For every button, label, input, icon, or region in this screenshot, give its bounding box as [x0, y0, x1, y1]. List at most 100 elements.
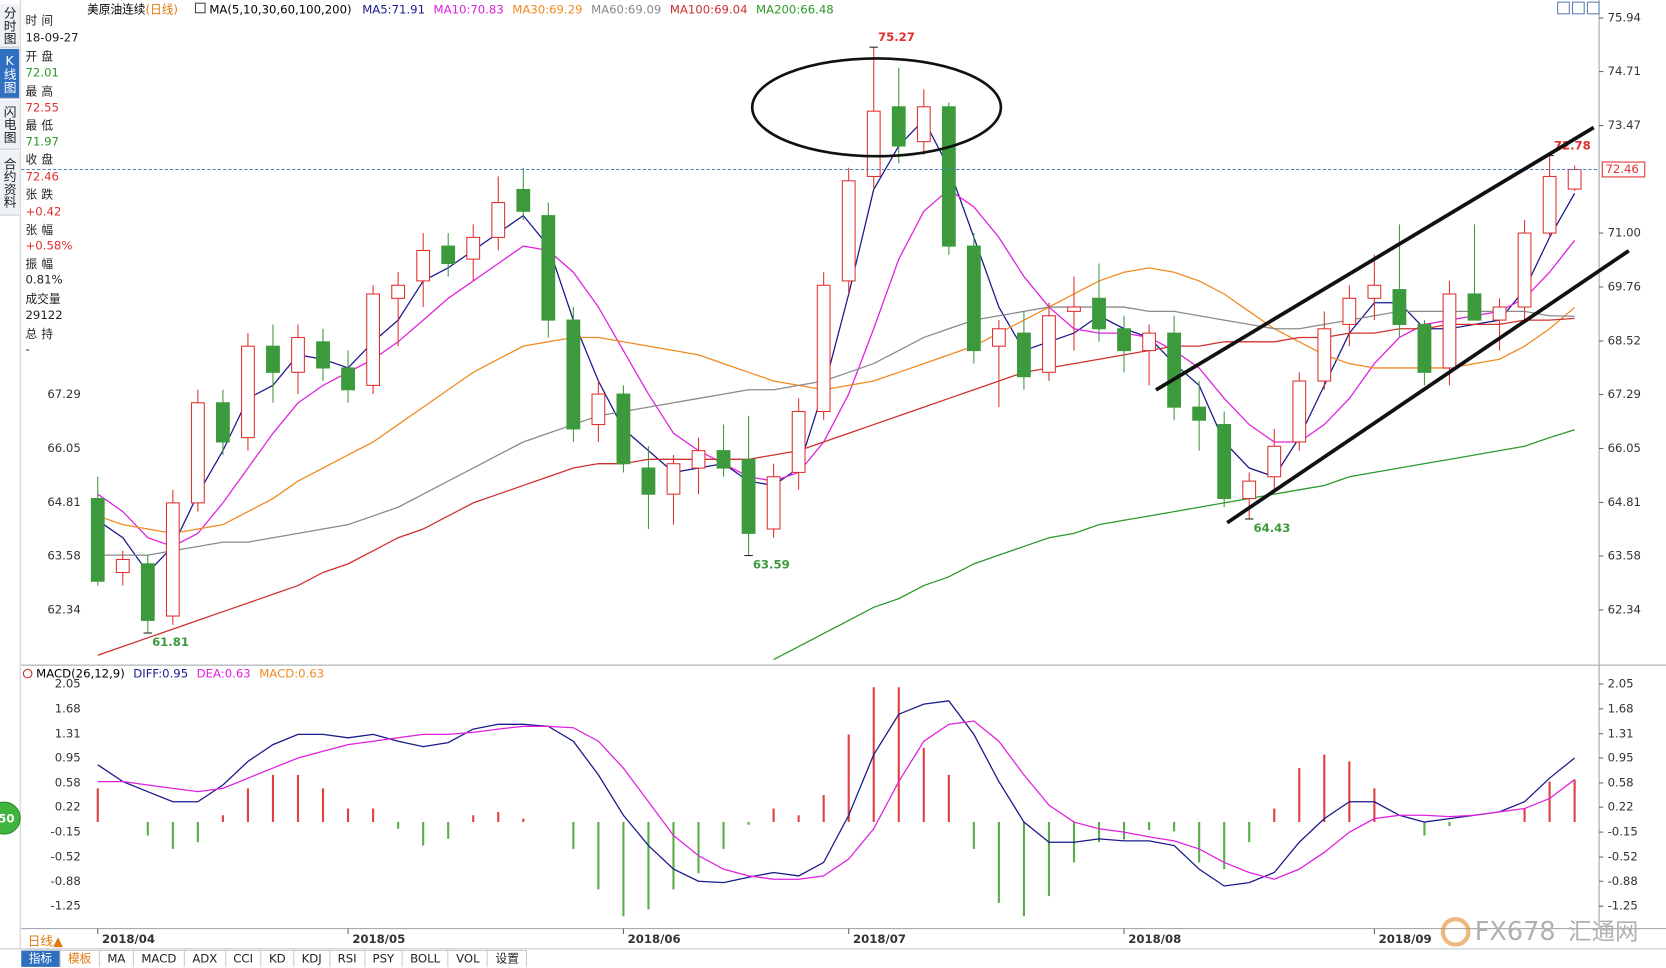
indicator-tab[interactable]: KDJ	[294, 949, 331, 967]
watermark: FX678	[1475, 917, 1556, 947]
left-tick-label: 62.34	[47, 602, 80, 616]
info-label: 时间	[25, 13, 58, 28]
candle-body	[1442, 293, 1457, 369]
chart-title: 美原油连续(日线)	[87, 2, 178, 16]
candle-body	[1242, 480, 1257, 500]
ma-line	[773, 429, 1575, 661]
badge[interactable]	[0, 801, 21, 835]
y-tick-label: 2.05	[1608, 676, 1634, 690]
period: (日线)	[145, 2, 177, 16]
toolbar-icon[interactable]	[1571, 1, 1585, 15]
candle-body	[391, 284, 406, 299]
candle-body	[1267, 445, 1282, 478]
candle-body	[366, 293, 381, 386]
watermark-logo	[1440, 916, 1471, 947]
extreme-label: 75.27	[878, 30, 915, 44]
legend-entry: MA100:69.04	[670, 2, 748, 16]
candle-body	[1292, 380, 1307, 443]
candle-body	[1342, 297, 1357, 325]
left-tick-label: -0.88	[51, 874, 81, 888]
side-tab[interactable]: 闪电图	[0, 99, 20, 150]
indicator-tab[interactable]: PSY	[365, 949, 403, 967]
hand-drawn-ellipse	[750, 57, 1003, 158]
candle-body	[891, 106, 906, 147]
candle-body	[341, 367, 355, 391]
macd-line	[97, 720, 1576, 880]
settings-icon[interactable]	[22, 668, 33, 679]
candle-body	[316, 341, 330, 369]
indicator-tab[interactable]: MA	[99, 949, 134, 967]
side-tab[interactable]: 合约资料	[0, 150, 20, 216]
indicator-tab[interactable]: ADX	[184, 949, 226, 967]
info-value: 29122	[25, 308, 63, 322]
info-value: 72.46	[25, 170, 59, 184]
legend-entry: MACD:0.63	[259, 666, 324, 680]
candle-body	[991, 328, 1006, 347]
indicator-tab[interactable]: 模板	[60, 949, 100, 967]
candle-body	[866, 110, 881, 177]
candle-body	[816, 284, 831, 413]
y-tick-label: 71.00	[1608, 226, 1641, 240]
y-tick-label: -1.25	[1608, 899, 1638, 913]
y-tick-label: 66.05	[1608, 441, 1641, 455]
plot: 75.94 74.71 73.47 71.00 69.76 68.52 67.29 66.05…	[21, 11, 1646, 946]
candle-body	[1067, 306, 1081, 312]
watermark: 汇通网	[1568, 917, 1638, 945]
candle-body	[841, 180, 856, 282]
period-button[interactable]: 日线▲	[27, 933, 63, 949]
indicator-tab[interactable]: 指标	[21, 949, 61, 967]
legend-entry: MA60:69.09	[591, 2, 661, 16]
candle-body	[741, 458, 756, 534]
x-tick-label: 2018/05	[352, 932, 405, 946]
legend-entry: MA10:70.83	[434, 2, 504, 16]
extreme-label: 72.78	[1554, 138, 1591, 152]
indicator-tab[interactable]: KD	[261, 949, 295, 967]
info-value: 18-09-27	[25, 30, 79, 45]
toolbar-icon[interactable]	[1586, 1, 1600, 15]
indicator-tab[interactable]: BOLL	[402, 949, 449, 967]
legend-entry: MA200:66.48	[756, 2, 834, 16]
checkbox[interactable]	[194, 2, 206, 14]
info-label: 最低	[25, 119, 58, 133]
x-tick-label: 2018/06	[628, 932, 681, 946]
info-label: 开盘	[25, 49, 58, 64]
macd-header: MACD(26,12,9) DIFF:0.95 DEA:0.63 MACD:0.63	[36, 666, 324, 680]
left-tick-label: 66.05	[47, 441, 80, 455]
candle-body	[616, 393, 631, 465]
side-tab[interactable]: 分时图	[0, 4, 20, 48]
x-tick-label: 2018/08	[1128, 932, 1181, 946]
side-tab[interactable]: K线图	[0, 48, 20, 99]
legend-entry: DIFF:0.95	[133, 666, 188, 680]
candle-body	[641, 467, 656, 495]
trend-line	[1226, 249, 1630, 525]
toolbar-icon[interactable]	[1557, 1, 1570, 15]
candle-body	[1117, 328, 1131, 352]
left-tick-label: -0.52	[51, 850, 81, 864]
legend-entry: DEA:0.63	[197, 666, 251, 680]
candle-body	[491, 202, 506, 238]
info-label: 张幅	[25, 223, 58, 237]
indicator-tab[interactable]: MACD	[133, 949, 185, 967]
candle-body	[1167, 332, 1182, 408]
indicator-tab[interactable]: VOL	[448, 949, 489, 967]
macd-line	[97, 700, 1576, 887]
ma-header: MA(5,10,30,60,100,200) MA5:71.91 MA10:70.8…	[209, 2, 833, 16]
extreme-label: 63.59	[753, 558, 790, 572]
indicator-tab[interactable]: RSI	[330, 949, 366, 967]
left-tick-label: 1.68	[55, 701, 81, 715]
candle-body	[165, 502, 180, 617]
extreme-label: 64.43	[1253, 521, 1290, 535]
candle-body	[791, 410, 806, 473]
left-tick-label: 67.29	[47, 387, 80, 401]
indicator-tab[interactable]: CCI	[225, 949, 262, 967]
candle-body	[466, 236, 481, 260]
y-tick-label: 0.58	[1608, 775, 1634, 789]
candle-body	[1492, 306, 1507, 321]
ma-line	[97, 306, 1575, 556]
indicator-tab[interactable]: 设置	[488, 949, 528, 967]
y-tick-label: 62.34	[1608, 602, 1641, 616]
candle-body	[1467, 293, 1482, 321]
